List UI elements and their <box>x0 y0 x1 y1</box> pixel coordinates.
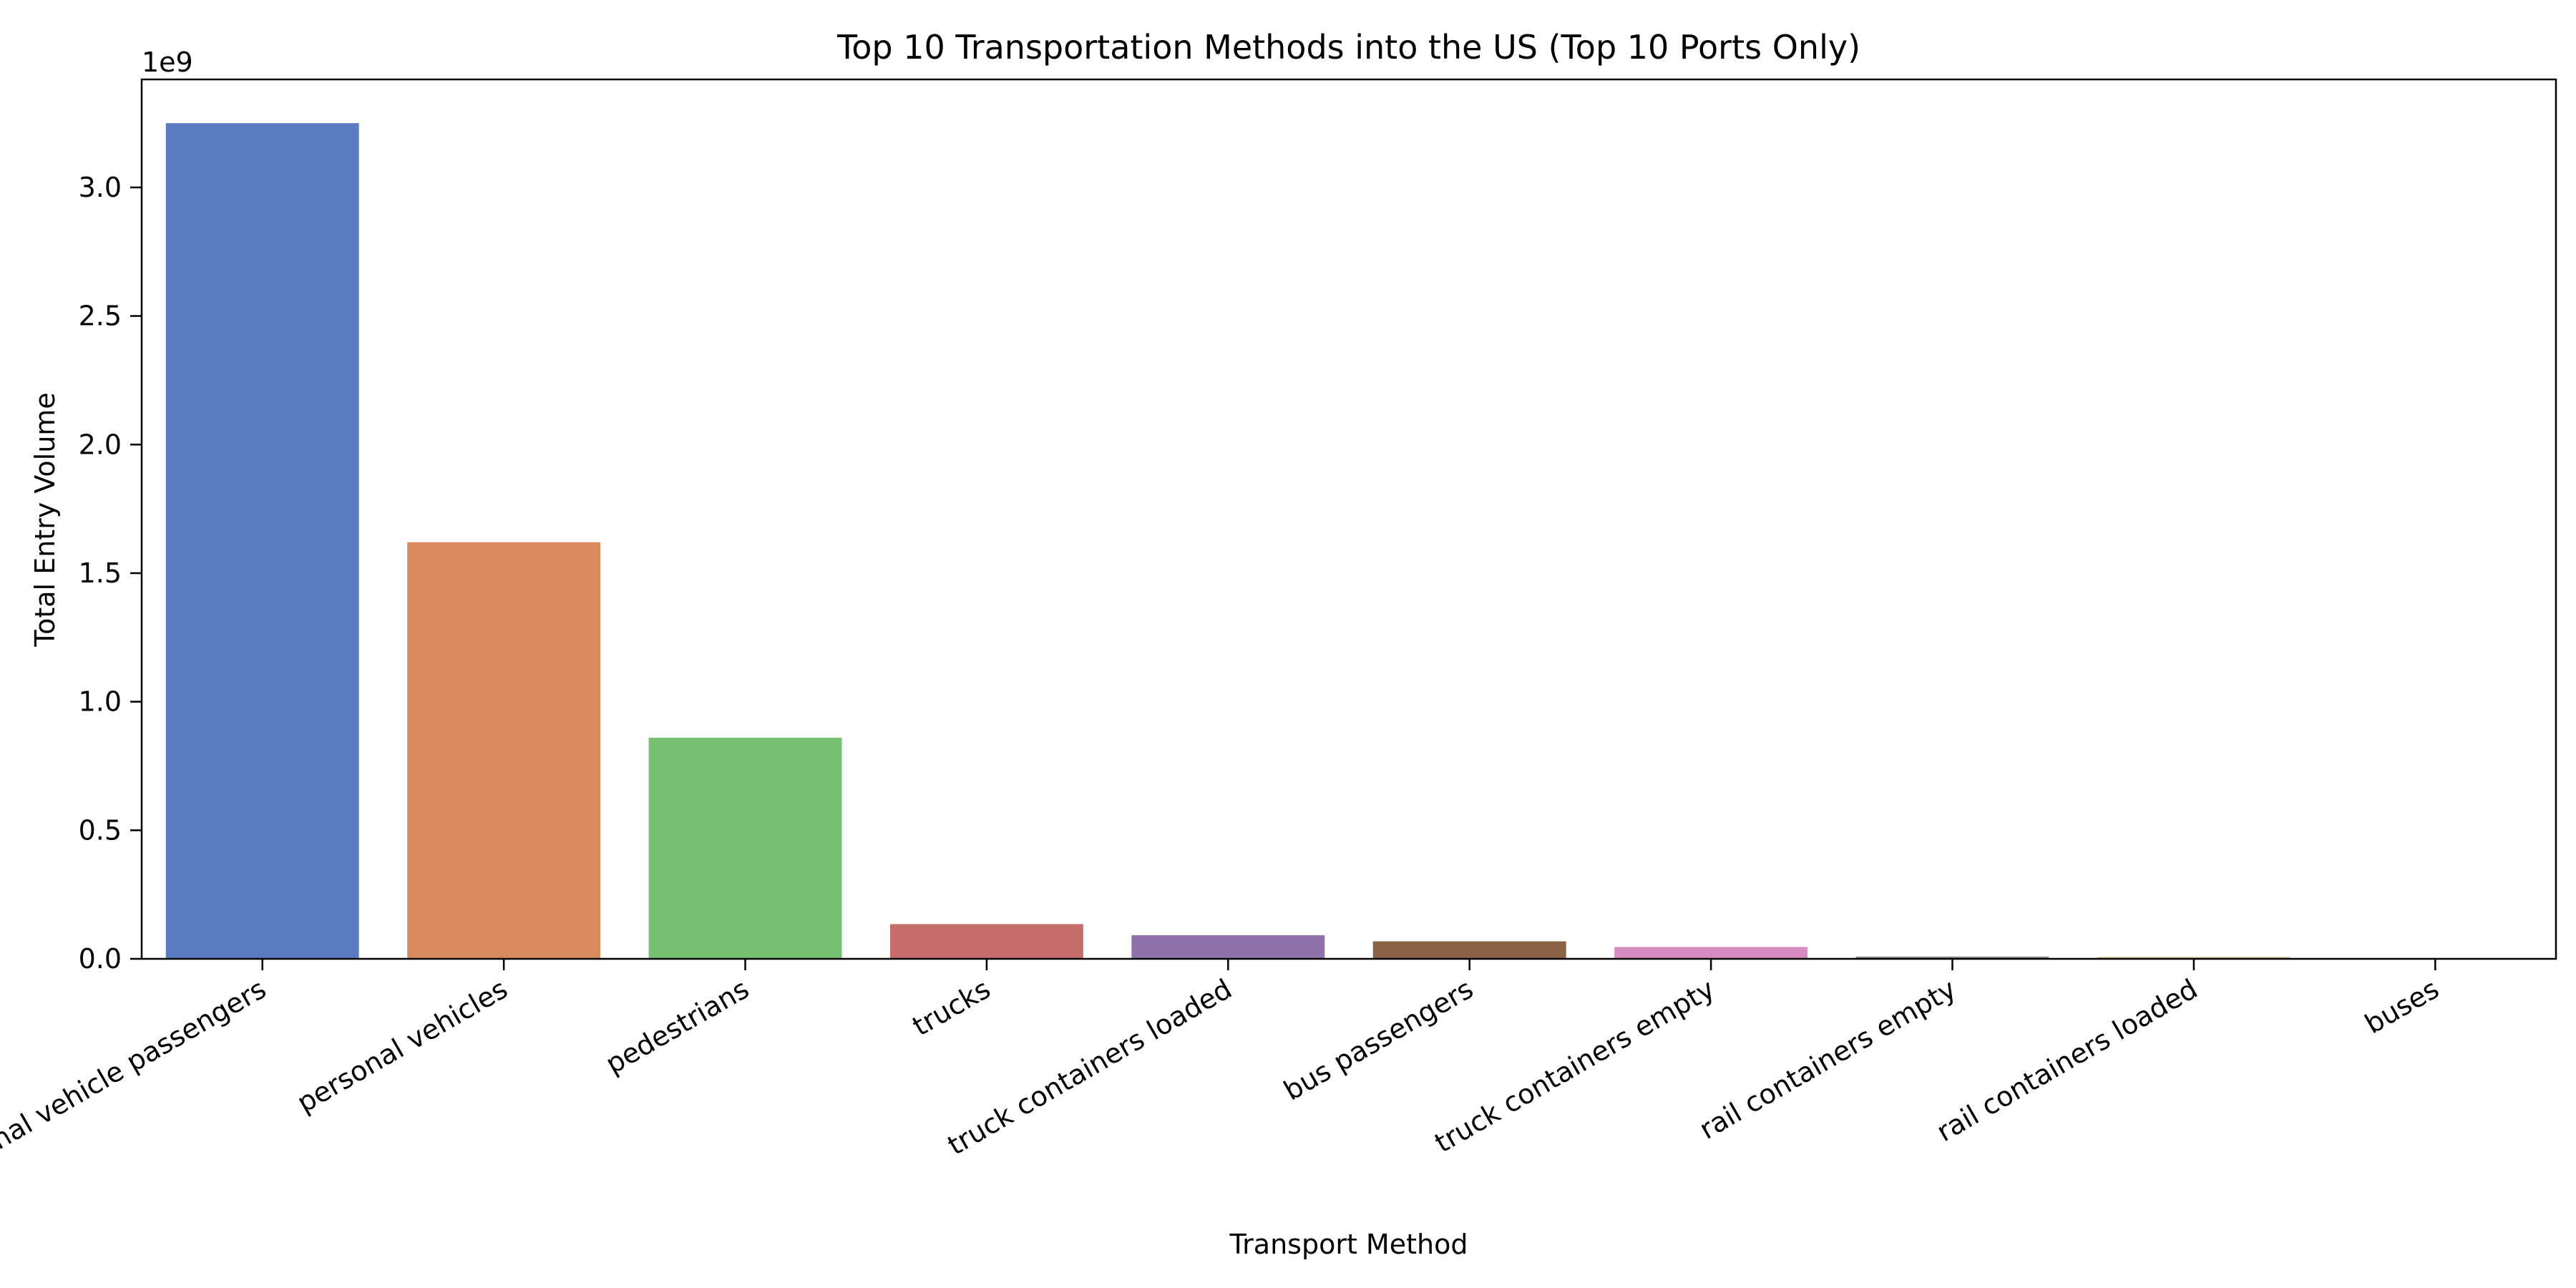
x-tick-label: personal vehicle passengers <box>0 973 271 1194</box>
y-axis-label: Total Entry Volume <box>29 392 61 647</box>
x-tick-label: rail containers loaded <box>1931 973 2202 1148</box>
bar-pedestrians <box>648 737 842 959</box>
y-tick-label: 2.0 <box>79 429 122 460</box>
x-ticks-layer: personal vehicle passengers personal vehi… <box>0 959 2444 1194</box>
bar-rail-containers-empty <box>1855 956 2049 959</box>
y-tick-label: 0.5 <box>79 814 122 846</box>
y-tick-label: 1.0 <box>79 686 122 718</box>
chart-title: Top 10 Transportation Methods into the U… <box>836 28 1860 67</box>
x-axis-label: Transport Method <box>1229 1229 1468 1260</box>
y-axis-offset-label: 1e9 <box>142 47 193 78</box>
bar-personal-vehicles <box>407 542 601 959</box>
plot-frame <box>140 78 2557 960</box>
y-tick-label: 2.5 <box>79 301 122 332</box>
bar-personal-vehicle-passengers <box>165 123 359 960</box>
x-tick-label: pedestrians <box>600 973 754 1080</box>
bar-truck-containers-loaded <box>1131 935 1325 959</box>
bar-bus-passengers <box>1372 941 1566 959</box>
y-ticks-layer: 0.0 0.5 1.0 1.5 2.0 2.5 3.0 <box>79 172 142 975</box>
y-tick-label: 3.0 <box>79 172 122 203</box>
x-tick-label: trucks <box>907 973 996 1043</box>
x-tick-label: buses <box>2360 973 2444 1040</box>
bar-truck-containers-empty <box>1614 947 1808 959</box>
x-tick-label: rail containers empty <box>1694 973 1961 1146</box>
y-tick-label: 0.0 <box>79 943 122 975</box>
y-tick-label: 1.5 <box>79 557 122 589</box>
bar-trucks <box>889 924 1083 959</box>
bar-rail-containers-loaded <box>2097 957 2290 959</box>
x-tick-label: bus passengers <box>1279 973 1479 1107</box>
bars-layer <box>165 123 2532 960</box>
x-tick-label: personal vehicles <box>292 973 513 1119</box>
